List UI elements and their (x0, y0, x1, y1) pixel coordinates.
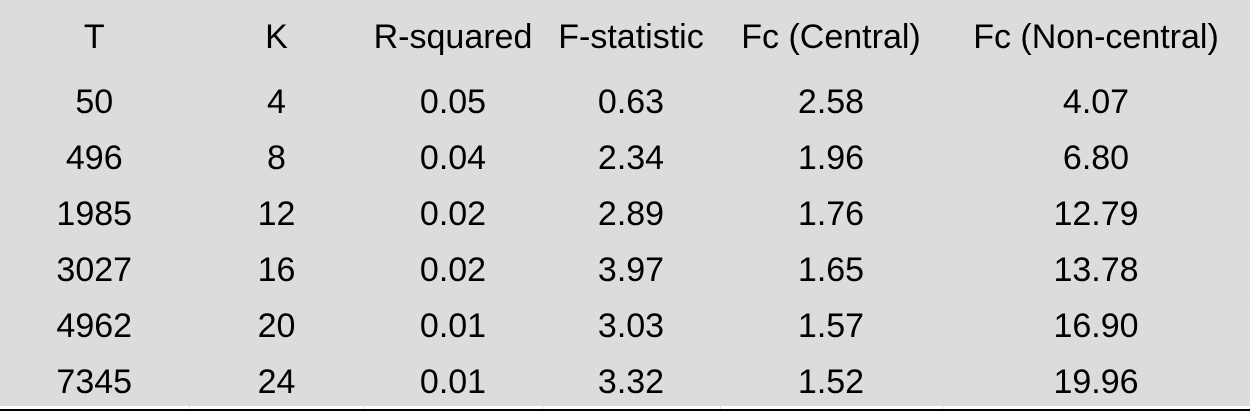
cell-f-statistic[interactable]: 2.34 (542, 129, 721, 186)
cell-k[interactable]: 8 (189, 129, 365, 186)
cell-t[interactable]: 50 (0, 73, 190, 130)
header-cell-f-statistic[interactable]: F-statistic (542, 0, 721, 74)
cell-k[interactable]: 12 (189, 185, 365, 242)
cell-fc-non-central[interactable]: 16.90 (942, 297, 1250, 354)
cell-t[interactable]: 496 (0, 129, 190, 186)
header-cell-k[interactable]: K (189, 0, 365, 74)
cell-fc-central[interactable]: 1.57 (720, 297, 943, 354)
table-row: 1985 12 0.02 2.89 1.76 12.79 (0, 185, 1250, 242)
cell-k[interactable]: 16 (189, 241, 365, 298)
cell-k[interactable]: 24 (189, 353, 365, 411)
cell-r-squared[interactable]: 0.05 (364, 73, 543, 130)
cell-fc-central[interactable]: 1.76 (720, 185, 943, 242)
cell-t[interactable]: 1985 (0, 185, 190, 242)
cell-t[interactable]: 4962 (0, 297, 190, 354)
cell-f-statistic[interactable]: 3.32 (542, 353, 721, 411)
cell-f-statistic[interactable]: 3.97 (542, 241, 721, 298)
header-cell-r-squared[interactable]: R-squared (364, 0, 543, 74)
cell-fc-non-central[interactable]: 12.79 (942, 185, 1250, 242)
cell-t[interactable]: 3027 (0, 241, 190, 298)
cell-f-statistic[interactable]: 0.63 (542, 73, 721, 130)
table-row: 50 4 0.05 0.63 2.58 4.07 (0, 73, 1250, 130)
cell-fc-central[interactable]: 1.65 (720, 241, 943, 298)
header-cell-t[interactable]: T (0, 0, 190, 74)
cell-fc-central[interactable]: 1.96 (720, 129, 943, 186)
cell-r-squared[interactable]: 0.02 (364, 241, 543, 298)
cell-fc-non-central[interactable]: 6.80 (942, 129, 1250, 186)
header-cell-fc-central[interactable]: Fc (Central) (720, 0, 943, 74)
cell-fc-central[interactable]: 2.58 (720, 73, 943, 130)
cell-fc-non-central[interactable]: 4.07 (942, 73, 1250, 130)
cell-r-squared[interactable]: 0.01 (364, 297, 543, 354)
table-row: 7345 24 0.01 3.32 1.52 19.96 (0, 353, 1250, 411)
table-row: 496 8 0.04 2.34 1.96 6.80 (0, 129, 1250, 186)
cell-fc-non-central[interactable]: 13.78 (942, 241, 1250, 298)
cell-fc-central[interactable]: 1.52 (720, 353, 943, 411)
header-row: T K R-squared F-statistic Fc (Central) F… (0, 0, 1250, 74)
cell-t[interactable]: 7345 (0, 353, 190, 411)
cell-f-statistic[interactable]: 3.03 (542, 297, 721, 354)
cell-f-statistic[interactable]: 2.89 (542, 185, 721, 242)
cell-r-squared[interactable]: 0.01 (364, 353, 543, 411)
header-cell-fc-non-central[interactable]: Fc (Non-central) (942, 0, 1250, 74)
table-row: 3027 16 0.02 3.97 1.65 13.78 (0, 241, 1250, 298)
cell-r-squared[interactable]: 0.04 (364, 129, 543, 186)
cell-k[interactable]: 4 (189, 73, 365, 130)
table-row: 4962 20 0.01 3.03 1.57 16.90 (0, 297, 1250, 354)
cell-k[interactable]: 20 (189, 297, 365, 354)
cell-r-squared[interactable]: 0.02 (364, 185, 543, 242)
cell-fc-non-central[interactable]: 19.96 (942, 353, 1250, 411)
